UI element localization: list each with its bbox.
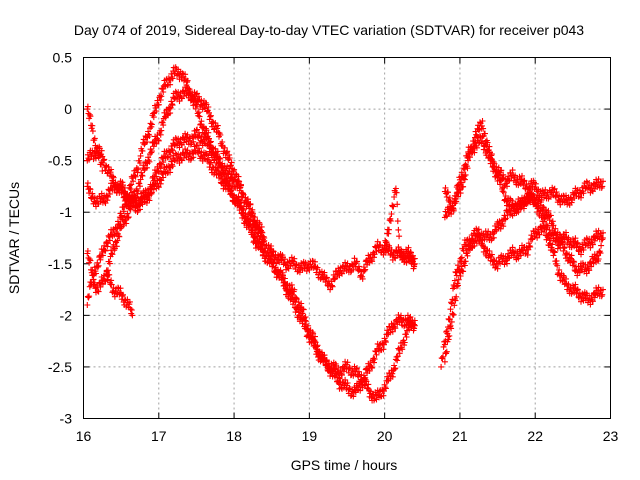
y-tick-label: -3: [60, 411, 73, 427]
y-axis-ticks: -3 -2.5 -2 -1.5 -1 -0.5 0 0.5: [48, 50, 611, 427]
x-tick-label: 22: [527, 428, 543, 444]
x-tick-label: 23: [603, 428, 619, 444]
series-e: [84, 103, 106, 174]
x-tick-label: 19: [302, 428, 318, 444]
y-tick-label: -2.5: [48, 359, 72, 375]
data-point-markers: [84, 142, 418, 404]
series-j: [438, 189, 606, 370]
y-tick-label: -1.5: [48, 256, 72, 272]
x-tick-label: 17: [151, 428, 167, 444]
y-tick-label: 0: [64, 101, 72, 117]
series-b: [84, 84, 418, 296]
x-tick-label: 21: [452, 428, 468, 444]
y-tick-label: -2: [60, 307, 73, 323]
data-point-markers: [84, 84, 418, 296]
data-series: [84, 64, 606, 404]
y-tick-label: 0.5: [53, 50, 73, 66]
data-point-markers: [103, 267, 136, 319]
series-k: [441, 218, 606, 365]
x-axis-label: GPS time / hours: [291, 457, 398, 473]
series-f: [103, 267, 136, 319]
x-tick-label: 20: [377, 428, 393, 444]
y-tick-label: -1: [60, 204, 73, 220]
data-point-markers: [381, 185, 418, 268]
y-tick-label: -0.5: [48, 153, 72, 169]
data-point-markers: [438, 189, 606, 370]
data-point-markers: [84, 103, 106, 174]
x-tick-label: 16: [76, 428, 92, 444]
plot-frame: [83, 57, 611, 419]
data-point-markers: [441, 218, 606, 365]
y-axis-label: SDTVAR / TECUs: [6, 182, 22, 294]
series-d: [84, 142, 418, 404]
series-g: [381, 185, 418, 268]
x-tick-label: 18: [226, 428, 242, 444]
x-axis-ticks: 16 17 18 19 20 21 22 23: [76, 57, 619, 444]
chart-title: Day 074 of 2019, Sidereal Day-to-day VTE…: [74, 22, 584, 38]
